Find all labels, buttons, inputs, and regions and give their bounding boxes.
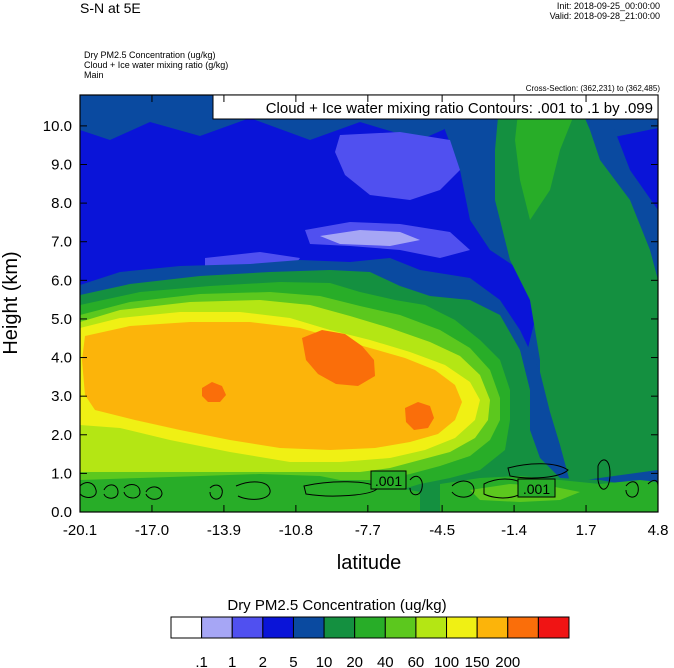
colorbar-swatch: [201, 616, 233, 639]
init-time: Init: 2018-09-25_00:00:00: [556, 1, 660, 11]
colorbar-label: 60: [408, 654, 425, 668]
colorbar-label: 5: [289, 654, 297, 668]
y-tick-label: 6.0: [51, 272, 72, 289]
contour-line-4: [145, 486, 163, 500]
colorbar-swatch: [476, 616, 509, 639]
contour-line-6: [235, 481, 271, 500]
level-1-2-mid: [320, 230, 420, 246]
colorbar-swatch: [537, 616, 570, 639]
contour-info-box: [212, 94, 659, 120]
level-40-60-right: [515, 95, 572, 220]
cross-section-label: Cross-Section: (362,231) to (362,485): [525, 84, 660, 93]
x-tick-label: -7.7: [355, 522, 381, 539]
contour-label-1: .001: [375, 473, 402, 489]
colorbar-label: 40: [377, 654, 394, 668]
x-tick-label: -20.1: [63, 522, 97, 539]
colorbar-swatch: [170, 616, 203, 639]
contour-line-11: [507, 463, 569, 479]
colorbar-swatch: [231, 616, 264, 639]
level-2-5-upper: [335, 132, 460, 200]
y-tick-label: 3.0: [51, 388, 72, 405]
time-info: Init: 2018-09-25_00:00:00 Valid: 2018-09…: [550, 1, 660, 21]
y-tick-label: 0.0: [51, 504, 72, 521]
colorbar-label: 20: [346, 654, 363, 668]
colorbar-label: .1: [195, 654, 208, 668]
valid-time: Valid: 2018-09-28_21:00:00: [549, 11, 660, 21]
contour-line-3: [123, 484, 141, 499]
x-tick-label: -13.9: [207, 522, 241, 539]
x-tick-label: 4.8: [648, 522, 669, 539]
filled-contours: [80, 95, 658, 512]
x-tick-label: -1.4: [501, 522, 527, 539]
colorbar-swatch: [507, 616, 539, 639]
field-cloud-ice: Cloud + Ice water mixing ratio (g/kg): [84, 60, 229, 70]
colorbar-label: 1: [228, 654, 236, 668]
y-tick-label: 1.0: [51, 465, 72, 482]
contour-line-8: [409, 475, 423, 496]
colorbar-label: 200: [495, 654, 520, 668]
y-tick-label: 2.0: [51, 427, 72, 444]
field-list: Dry PM2.5 Concentration (ug/kg) Cloud + …: [84, 50, 228, 80]
contour-label-box-2: [517, 478, 556, 498]
contour-line-13: [625, 481, 639, 498]
colorbar-swatch: [446, 616, 478, 639]
contour-label-boxes: .001 .001: [370, 470, 556, 498]
y-tick-label: 8.0: [51, 195, 72, 212]
cloud-contours: [80, 459, 658, 500]
colorbar-label: 150: [465, 654, 490, 668]
core-orange-right: [405, 402, 434, 430]
x-axis-label: latitude: [337, 552, 402, 574]
x-tick-label: -17.0: [135, 522, 169, 539]
colorbar-swatch: [415, 616, 448, 639]
colorbar-swatch: [262, 616, 294, 639]
contour-label-box-1: [370, 470, 407, 490]
y-tick-label: 4.0: [51, 350, 72, 367]
contour-info-text: Cloud + Ice water mixing ratio Contours:…: [266, 100, 653, 117]
colorbar-label: 2: [259, 654, 267, 668]
axes: -20.1 -17.0 -13.9 -10.8 -7.7 -4.5 -1.4 1.7 4.8 0.…: [43, 95, 669, 539]
contour-label-2: .001: [523, 481, 550, 497]
colorbar-label: 100: [434, 654, 459, 668]
x-tick-label: 1.7: [576, 522, 597, 539]
y-axis-label: Height (km): [0, 251, 22, 354]
field-pm25: Dry PM2.5 Concentration (ug/kg): [84, 50, 216, 60]
core-orange-left: [202, 382, 226, 402]
contour-line-2: [103, 484, 119, 499]
y-tick-label: 9.0: [51, 157, 72, 174]
x-tick-label: -4.5: [429, 522, 455, 539]
colorbar-swatch: [323, 616, 356, 639]
contour-line-12: [597, 459, 611, 490]
colorbar-swatch: [384, 616, 417, 639]
core-orange-large: [302, 330, 375, 386]
y-tick-label: 7.0: [51, 234, 72, 251]
field-main: Main: [84, 70, 104, 80]
contour-line-5: [209, 484, 223, 500]
colorbar: .1 1 2 5 10 20 40 60 100 150 200: [170, 616, 570, 668]
colorbar-swatch: [354, 616, 386, 639]
surface-green-left: [80, 474, 420, 512]
y-tick-label: 5.0: [51, 311, 72, 328]
colorbar-label: 10: [316, 654, 333, 668]
colorbar-title: Dry PM2.5 Concentration (ug/kg): [227, 597, 447, 614]
y-tick-label: 10.0: [43, 118, 72, 135]
x-tick-label: -10.8: [279, 522, 313, 539]
contour-line-1: [80, 482, 97, 498]
contour-line-9: [451, 480, 475, 498]
plot-title: S-N at 5E: [80, 0, 141, 16]
colorbar-swatch: [292, 616, 325, 639]
